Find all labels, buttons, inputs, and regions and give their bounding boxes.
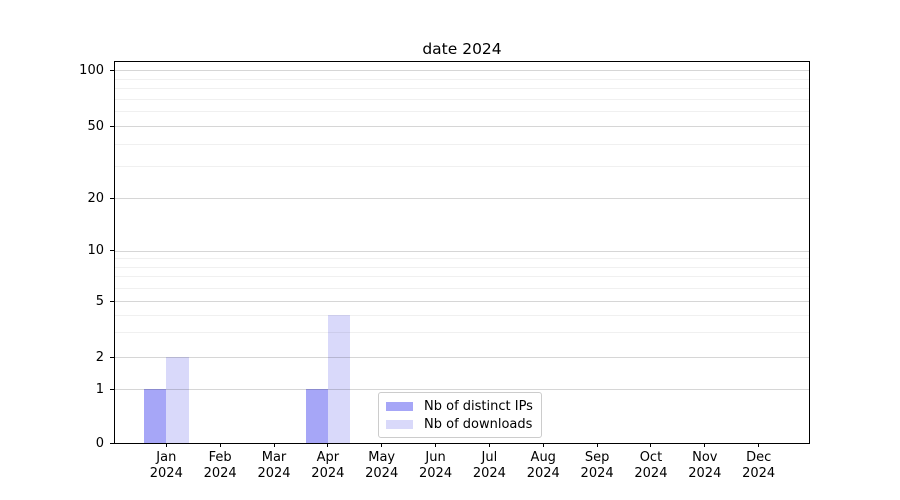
x-tick-mark bbox=[650, 443, 652, 447]
x-tick-label-year: 2024 bbox=[203, 465, 237, 481]
x-tick-label: Apr 2024 bbox=[287, 450, 369, 481]
bar-downloads bbox=[327, 314, 351, 443]
x-tick-mark bbox=[435, 443, 437, 447]
x-tick-label-month: Aug bbox=[530, 450, 556, 465]
x-tick-label: May 2024 bbox=[341, 450, 423, 481]
x-tick-label: Jul 2024 bbox=[448, 450, 530, 481]
x-tick-label: Feb 2024 bbox=[179, 450, 261, 481]
x-tick-label-year: 2024 bbox=[419, 465, 453, 481]
bar-downloads bbox=[166, 357, 189, 443]
y-tick-label: 20 bbox=[87, 190, 104, 206]
x-tick-label: Dec 2024 bbox=[718, 450, 800, 481]
x-tick-mark bbox=[704, 443, 706, 447]
x-tick-label-year: 2024 bbox=[472, 465, 506, 481]
legend-label: Nb of distinct IPs bbox=[424, 398, 533, 414]
y-tick-label: 2 bbox=[95, 349, 104, 365]
x-tick-label-month: Jan bbox=[156, 450, 177, 465]
y-tick-mark bbox=[110, 300, 114, 302]
x-tick-mark bbox=[381, 443, 383, 447]
y-tick-label: 10 bbox=[87, 243, 104, 258]
x-tick-mark bbox=[165, 443, 167, 447]
y-tick-mark bbox=[110, 356, 114, 358]
x-tick-mark bbox=[596, 443, 598, 447]
y-tick-mark bbox=[110, 125, 114, 127]
x-tick-label-year: 2024 bbox=[365, 465, 399, 481]
legend-item: Nb of downloads bbox=[386, 416, 535, 432]
x-tick-label: Mar 2024 bbox=[233, 450, 315, 481]
chart-title: date 2024 bbox=[422, 40, 502, 58]
x-tick-label: Jan 2024 bbox=[125, 450, 207, 481]
y-tick-label: 50 bbox=[87, 118, 104, 134]
x-tick-mark bbox=[758, 443, 760, 447]
x-tick-label-year: 2024 bbox=[634, 465, 668, 481]
x-tick-label-month: Jun bbox=[425, 450, 446, 465]
x-tick-label-year: 2024 bbox=[257, 465, 291, 481]
x-tick-label-month: Nov bbox=[692, 450, 718, 465]
x-tick-label-month: Dec bbox=[746, 450, 772, 465]
x-tick-label-year: 2024 bbox=[526, 465, 560, 481]
x-tick-mark bbox=[542, 443, 544, 447]
x-tick-label-month: Jul bbox=[481, 450, 498, 465]
x-tick-label-month: Feb bbox=[208, 450, 232, 465]
x-tick-mark bbox=[327, 443, 329, 447]
bars-layer bbox=[115, 62, 809, 443]
y-tick-mark bbox=[110, 443, 114, 444]
y-tick-label: 5 bbox=[95, 293, 104, 309]
x-tick-label: Sep 2024 bbox=[556, 450, 638, 481]
y-tick-label: 0 bbox=[95, 436, 104, 451]
legend: Nb of distinct IPs Nb of downloads bbox=[378, 392, 542, 438]
y-tick-label: 100 bbox=[79, 62, 104, 78]
x-tick-label-month: May bbox=[368, 450, 396, 465]
x-tick-mark bbox=[273, 443, 275, 447]
x-tick-label: Nov 2024 bbox=[664, 450, 746, 481]
x-tick-label-month: Apr bbox=[316, 450, 340, 465]
x-tick-label-year: 2024 bbox=[311, 465, 345, 481]
x-tick-label-month: Sep bbox=[584, 450, 610, 465]
y-tick-mark bbox=[110, 69, 114, 71]
legend-item: Nb of distinct IPs bbox=[386, 398, 535, 414]
x-tick-label-month: Mar bbox=[261, 450, 287, 465]
x-tick-label: Jun 2024 bbox=[395, 450, 477, 481]
plot-area bbox=[114, 61, 810, 444]
x-tick-label-year: 2024 bbox=[580, 465, 614, 481]
legend-label: Nb of downloads bbox=[424, 416, 533, 432]
x-tick-label-year: 2024 bbox=[149, 465, 183, 481]
x-tick-label-year: 2024 bbox=[688, 465, 722, 481]
x-tick-mark bbox=[488, 443, 490, 447]
x-tick-label: Oct 2024 bbox=[610, 450, 692, 481]
bar-distinct-ips bbox=[305, 389, 328, 443]
x-tick-label: Aug 2024 bbox=[502, 450, 584, 481]
x-tick-label-year: 2024 bbox=[742, 465, 776, 481]
y-tick-label: 1 bbox=[95, 381, 104, 397]
legend-swatch-distinct-ips bbox=[386, 401, 413, 411]
x-tick-mark bbox=[219, 443, 221, 447]
x-tick-label-month: Oct bbox=[639, 450, 663, 465]
y-tick-mark bbox=[110, 197, 114, 199]
legend-swatch-downloads bbox=[386, 419, 413, 429]
y-tick-mark bbox=[110, 388, 114, 390]
bar-distinct-ips bbox=[144, 389, 167, 443]
y-tick-mark bbox=[110, 250, 114, 251]
